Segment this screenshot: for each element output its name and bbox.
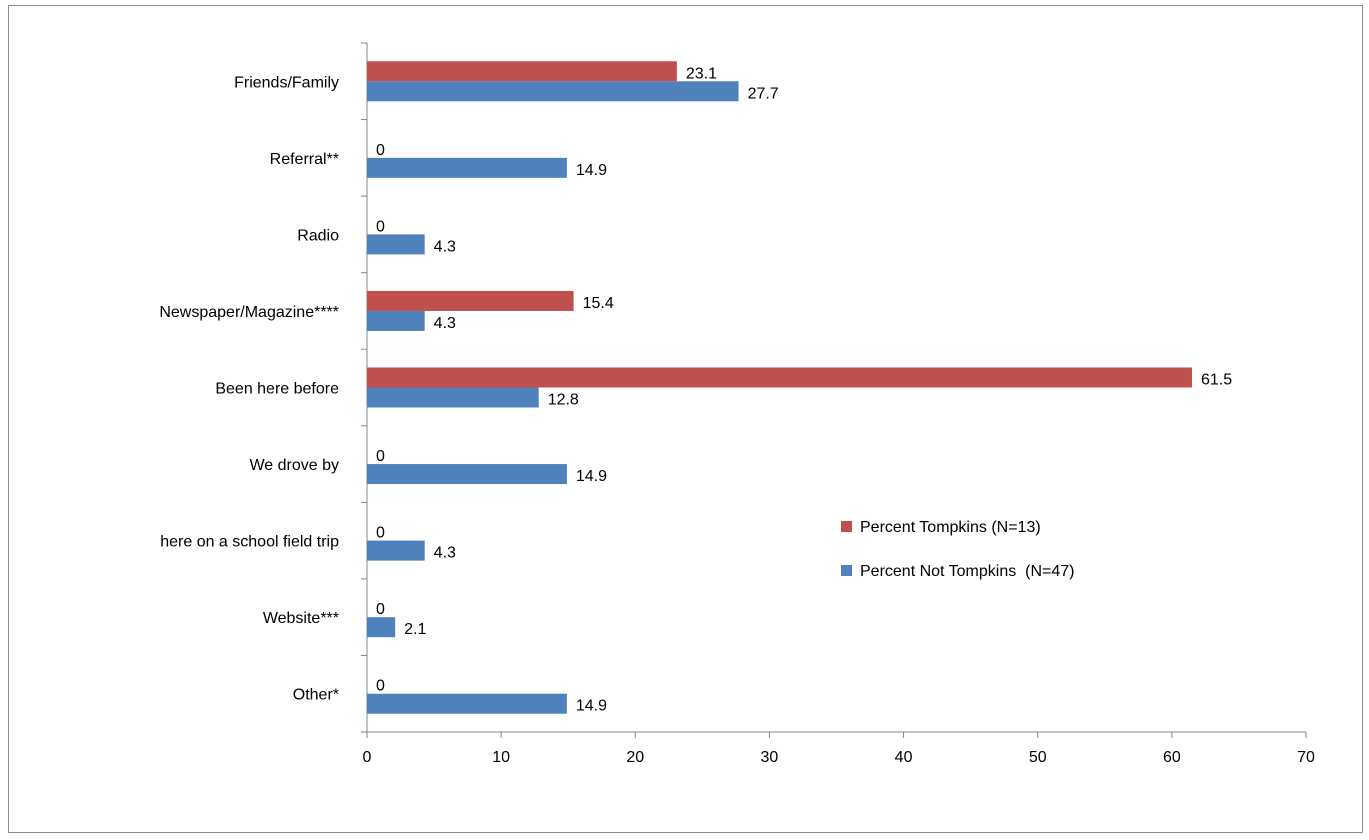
legend-label-not-tompkins: Percent Not Tompkins (N=47) [860, 563, 1074, 580]
data-label-not-tompkins-newspaper-magazine: 4.3 [434, 315, 456, 332]
legend-swatch-not-tompkins [841, 565, 852, 576]
data-label-tompkins-been-here-before: 61.5 [1201, 372, 1232, 389]
data-label-tompkins-referral: 0 [376, 142, 385, 159]
legend-swatch-tompkins [841, 521, 852, 532]
data-label-tompkins-website: 0 [376, 601, 385, 618]
x-tick-label-0: 0 [363, 749, 372, 766]
bar-not-tompkins-radio [367, 234, 425, 255]
x-tick-label-70: 70 [1297, 749, 1315, 766]
data-label-tompkins-newspaper-magazine: 15.4 [583, 295, 614, 312]
bar-tompkins-newspaper-magazine [367, 290, 574, 311]
category-label-referral: Referral** [270, 151, 339, 168]
x-tick-label-20: 20 [626, 749, 644, 766]
bar-not-tompkins-referral [367, 157, 567, 178]
data-label-not-tompkins-other: 14.9 [576, 698, 607, 715]
bar-tompkins-friends-family [367, 61, 677, 82]
data-label-tompkins-radio: 0 [376, 218, 385, 235]
bar-not-tompkins-here-on-a-school-field-trip [367, 540, 425, 561]
data-label-tompkins-friends-family: 23.1 [686, 65, 717, 82]
labels: 0 10 20 30 40 50 60 70 Friends/Family Referral** R… [159, 65, 1315, 766]
category-label-website: Website*** [263, 610, 339, 627]
category-label-other: Other* [293, 687, 339, 704]
bar-chart: 0 10 20 30 40 50 60 70 Friends/Family Referral** R… [159, 42, 1315, 766]
x-tick-label-40: 40 [895, 749, 913, 766]
legend-label-tompkins: Percent Tompkins (N=13) [860, 519, 1041, 536]
bars [367, 61, 1192, 714]
chart-frame: 0 10 20 30 40 50 60 70 Friends/Family Referral** R… [8, 5, 1363, 833]
bar-not-tompkins-newspaper-magazine [367, 310, 425, 331]
category-label-here-on-a-school-field-trip: here on a school field trip [160, 534, 339, 551]
bar-not-tompkins-friends-family [367, 81, 739, 102]
data-label-not-tompkins-radio: 4.3 [434, 238, 456, 255]
legend: Percent Tompkins (N=13) Percent Not Tompk… [841, 519, 1074, 580]
data-label-tompkins-here-on-a-school-field-trip: 0 [376, 525, 385, 542]
category-label-been-here-before: Been here before [215, 381, 339, 398]
x-tick-label-10: 10 [492, 749, 510, 766]
data-label-tompkins-other: 0 [376, 678, 385, 695]
data-label-not-tompkins-here-on-a-school-field-trip: 4.3 [434, 545, 456, 562]
category-label-we-drove-by: We drove by [249, 457, 339, 474]
bar-not-tompkins-other [367, 693, 567, 714]
category-label-newspaper-magazine: Newspaper/Magazine**** [159, 304, 339, 321]
bar-not-tompkins-been-here-before [367, 387, 539, 408]
bar-not-tompkins-website [367, 617, 396, 638]
bar-tompkins-been-here-before [367, 367, 1192, 388]
data-label-tompkins-we-drove-by: 0 [376, 448, 385, 465]
category-label-friends-family: Friends/Family [234, 74, 339, 91]
bar-not-tompkins-we-drove-by [367, 464, 567, 485]
x-tick-label-30: 30 [761, 749, 779, 766]
category-label-radio: Radio [297, 227, 339, 244]
x-tick-label-50: 50 [1029, 749, 1047, 766]
data-label-not-tompkins-been-here-before: 12.8 [548, 392, 579, 409]
data-label-not-tompkins-website: 2.1 [404, 621, 426, 638]
data-label-not-tompkins-referral: 14.9 [576, 162, 607, 179]
data-label-not-tompkins-friends-family: 27.7 [748, 85, 779, 102]
x-tick-label-60: 60 [1163, 749, 1181, 766]
data-label-not-tompkins-we-drove-by: 14.9 [576, 468, 607, 485]
